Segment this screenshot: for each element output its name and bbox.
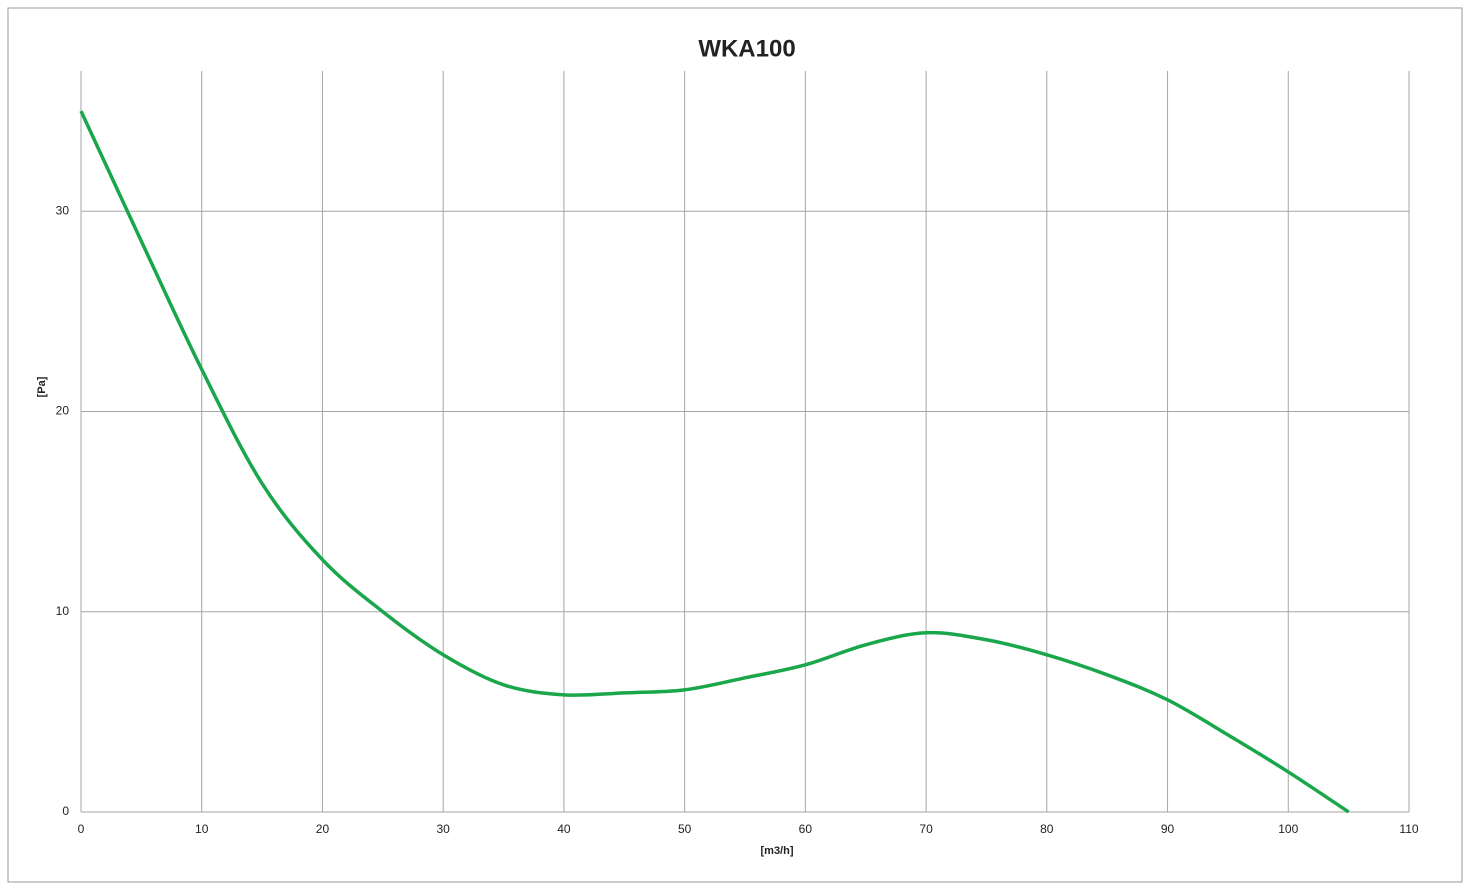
- x-tick-label: 70: [919, 822, 933, 836]
- y-tick-label: 30: [56, 203, 70, 217]
- y-tick-label: 10: [56, 604, 70, 618]
- x-axis-label: [m3/h]: [761, 845, 794, 857]
- y-tick-label: 20: [56, 404, 70, 418]
- y-tick-label: 0: [62, 804, 69, 818]
- x-tick-label: 60: [799, 822, 813, 836]
- x-tick-label: 90: [1161, 822, 1175, 836]
- x-tick-label: 0: [78, 822, 85, 836]
- chart-title: WKA100: [698, 35, 795, 62]
- y-axis-label: [Pa]: [36, 376, 48, 397]
- x-tick-label: 20: [316, 822, 330, 836]
- x-tick-label: 80: [1040, 822, 1054, 836]
- x-tick-label: 30: [437, 822, 451, 836]
- x-tick-label: 50: [678, 822, 692, 836]
- chart-border: [7, 7, 1463, 883]
- x-tick-label: 10: [195, 822, 209, 836]
- line-series: [79, 110, 1350, 814]
- x-tick-label: 110: [1399, 822, 1418, 836]
- x-tick-label: 40: [557, 822, 571, 836]
- x-tick-label: 100: [1278, 822, 1298, 836]
